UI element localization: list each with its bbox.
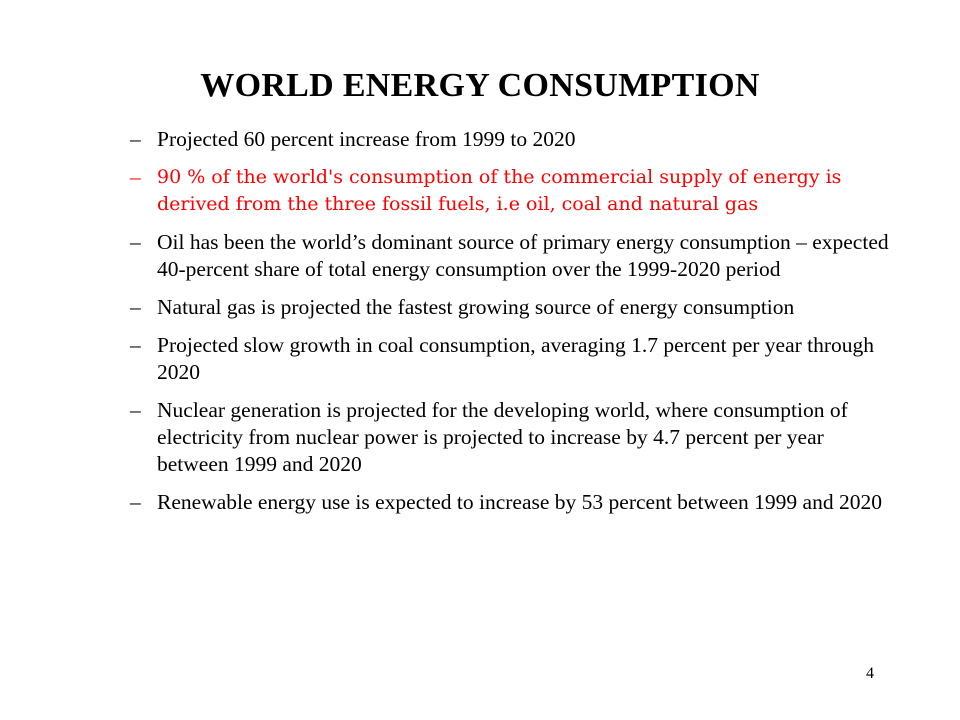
bullet-item-highlighted: – 90 % of the world's consumption of the…	[130, 164, 890, 218]
bullet-text: Projected slow growth in coal consumptio…	[157, 333, 875, 384]
slide-title: WORLD ENERGY CONSUMPTION	[200, 67, 760, 104]
bullet-text: Renewable energy use is expected to incr…	[157, 490, 882, 514]
bullet-list: – Projected 60 percent increase from 199…	[130, 126, 890, 527]
bullet-dash: –	[130, 333, 141, 357]
bullet-dash: –	[130, 295, 141, 319]
page-number: 4	[866, 665, 874, 682]
bullet-item: – Nuclear generation is projected for th…	[130, 397, 890, 478]
bullet-item: – Projected slow growth in coal consumpt…	[130, 332, 890, 386]
bullet-dash: –	[130, 490, 141, 514]
bullet-item: – Natural gas is projected the fastest g…	[130, 294, 890, 321]
bullet-dash: –	[130, 398, 141, 422]
bullet-dash: –	[130, 230, 141, 254]
bullet-text: Oil has been the world’s dominant source…	[157, 230, 889, 281]
bullet-dash: –	[130, 165, 141, 189]
bullet-item: – Oil has been the world’s dominant sour…	[130, 229, 890, 283]
bullet-text: Projected 60 percent increase from 1999 …	[157, 127, 576, 151]
bullet-text: Nuclear generation is projected for the …	[157, 398, 848, 476]
bullet-text: 90 % of the world's consumption of the c…	[157, 166, 842, 215]
bullet-dash: –	[130, 127, 141, 151]
bullet-text: Natural gas is projected the fastest gro…	[157, 295, 795, 319]
bullet-item: – Projected 60 percent increase from 199…	[130, 126, 890, 153]
bullet-item: – Renewable energy use is expected to in…	[130, 489, 890, 516]
